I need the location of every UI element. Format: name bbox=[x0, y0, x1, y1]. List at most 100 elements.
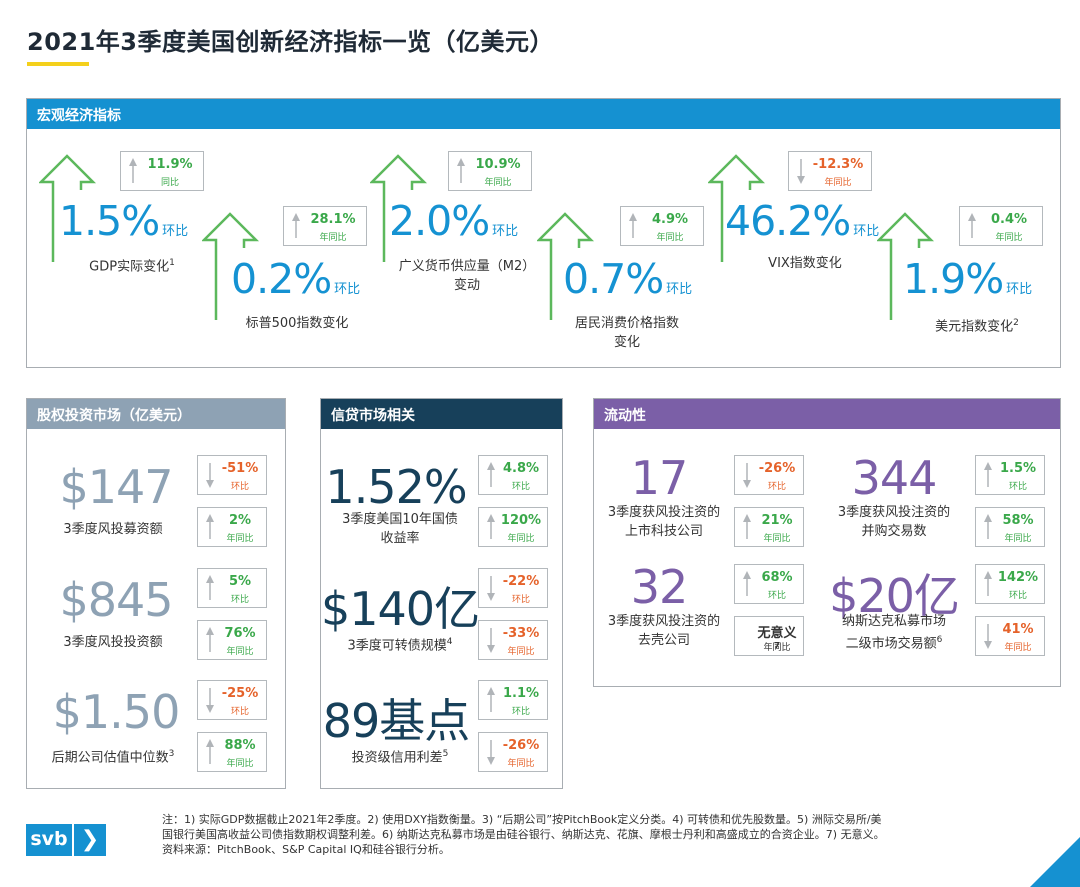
metric-label: 3季度风投募资额 bbox=[63, 522, 163, 537]
change-value: 58% bbox=[1002, 513, 1034, 528]
metric-label: 3季度获风投注资的 并购交易数 bbox=[837, 505, 951, 539]
change-label: 年同比 bbox=[763, 643, 791, 653]
footnote-marker: 7 bbox=[774, 641, 780, 650]
change-label: 环比 bbox=[511, 482, 530, 492]
equity-panel: 股权投资市场（亿美元） $147 3季度风投募资额 -51% 环比 2% 年同比 $845 3… bbox=[26, 398, 286, 789]
change-label: 年同比 bbox=[507, 534, 535, 544]
liquidity-header: 流动性 bbox=[594, 399, 1060, 429]
arrow-up-icon bbox=[984, 462, 992, 487]
change-box: 120% 年同比 bbox=[478, 507, 548, 547]
metric-label: GDP实际变化1 bbox=[89, 258, 175, 275]
change-value: -26% bbox=[502, 738, 540, 753]
metric-value: 344 bbox=[851, 451, 938, 505]
metric-label: 3季度美国10年国债 收益率 bbox=[342, 512, 458, 546]
metric-unit: 环比 bbox=[853, 224, 880, 239]
change-label: 年同比 bbox=[1004, 534, 1032, 544]
change-label: 年同比 bbox=[226, 647, 254, 657]
metric-label: 居民消费价格指数 变化 bbox=[574, 316, 679, 350]
arrow-down-icon bbox=[206, 463, 214, 488]
arrow-up-icon bbox=[743, 571, 751, 596]
change-box: 68% 环比 bbox=[734, 564, 804, 604]
change-label: 环比 bbox=[1008, 482, 1027, 492]
change-value: 120% bbox=[500, 513, 542, 528]
growth-arrow-icon bbox=[708, 154, 766, 262]
arrow-down-icon bbox=[206, 688, 214, 713]
metric-value: 89基点 bbox=[322, 694, 471, 748]
change-value: 41% bbox=[1002, 622, 1034, 637]
arrow-down-icon bbox=[984, 624, 992, 649]
change-box: 0.4% 年同比 bbox=[959, 206, 1043, 246]
change-box: 无意义7 年同比 bbox=[734, 616, 804, 656]
change-box: 1.1% 环比 bbox=[478, 680, 548, 720]
change-value: -26% bbox=[758, 461, 796, 476]
metric-label: 后期公司估值中位数3 bbox=[51, 749, 175, 766]
change-box: 76% 年同比 bbox=[197, 620, 267, 660]
change-box: 142% 环比 bbox=[975, 564, 1045, 604]
change-box: -26% 年同比 bbox=[478, 732, 548, 772]
change-label: 同比 bbox=[160, 178, 179, 188]
change-value: -51% bbox=[221, 461, 259, 476]
metric-number: 1.9% bbox=[903, 255, 1004, 303]
change-value: -33% bbox=[502, 626, 540, 641]
change-value: 21% bbox=[761, 513, 793, 528]
growth-arrow-icon bbox=[39, 154, 97, 262]
footnote-marker: 2 bbox=[1013, 318, 1019, 328]
arrow-up-icon bbox=[984, 514, 992, 539]
change-value: 5% bbox=[228, 574, 252, 589]
footnote-line: 注：1) 实际GDP数据截止2021年2季度。2) 使用DXY指数衡量。3) “… bbox=[162, 813, 882, 826]
metric-value: $147 bbox=[59, 460, 173, 514]
metric-value: $20亿 bbox=[829, 569, 960, 623]
metric-value: $1.50 bbox=[52, 685, 181, 739]
change-label: 年同比 bbox=[226, 759, 254, 769]
change-value: 4.9% bbox=[651, 212, 689, 227]
footnote-marker: 6 bbox=[936, 635, 943, 645]
change-box: 41% 年同比 bbox=[975, 616, 1045, 656]
footnote-line: 资料来源：PitchBook、S&P Capital IQ和硅谷银行分析。 bbox=[162, 843, 450, 856]
metric-value: 1.5% 环比 bbox=[59, 197, 188, 245]
metric-label: 美元指数变化2 bbox=[935, 318, 1019, 335]
change-box: 5% 环比 bbox=[197, 568, 267, 608]
change-box: 4.8% 环比 bbox=[478, 455, 548, 495]
change-box: -33% 年同比 bbox=[478, 620, 548, 660]
metric-value: 2.0% 环比 bbox=[389, 197, 518, 245]
change-label: 环比 bbox=[230, 482, 249, 492]
title-underline bbox=[27, 62, 89, 66]
arrow-down-icon bbox=[743, 463, 751, 488]
metric-unit: 环比 bbox=[1006, 282, 1033, 297]
arrow-down-icon bbox=[487, 576, 495, 601]
change-box: -25% 环比 bbox=[197, 680, 267, 720]
change-label: 环比 bbox=[767, 591, 786, 601]
growth-arrow-icon bbox=[202, 212, 260, 320]
arrow-up-icon bbox=[742, 622, 752, 650]
change-box: 1.5% 环比 bbox=[975, 455, 1045, 495]
change-label: 年同比 bbox=[226, 534, 254, 544]
metric-number: 2.0% bbox=[389, 197, 490, 245]
footnote-line: 国银行美国高收益公司债指数期权调整利差。6) 纳斯达克私募市场是由硅谷银行、纳斯… bbox=[162, 828, 885, 841]
growth-arrow-icon bbox=[877, 212, 935, 320]
change-label: 年同比 bbox=[507, 647, 535, 657]
metric-value: 1.52% bbox=[325, 460, 467, 514]
growth-arrow-icon bbox=[370, 154, 428, 262]
change-value: 28.1% bbox=[310, 212, 356, 227]
change-label: 环比 bbox=[230, 707, 249, 717]
arrow-up-icon bbox=[629, 213, 637, 238]
change-value: 10.9% bbox=[475, 157, 521, 172]
change-label: 环比 bbox=[767, 482, 786, 492]
change-label: 环比 bbox=[1008, 591, 1027, 601]
arrow-up-icon bbox=[129, 158, 137, 183]
footnote-marker: 1 bbox=[169, 258, 175, 268]
arrow-up-icon bbox=[487, 514, 495, 539]
change-value: 68% bbox=[761, 570, 793, 585]
logo-text: svb bbox=[26, 824, 72, 856]
svb-logo[interactable]: svb ❯ bbox=[26, 824, 106, 856]
change-box: -22% 环比 bbox=[478, 568, 548, 608]
change-label: 年同比 bbox=[995, 233, 1023, 243]
change-label: 年同比 bbox=[763, 534, 791, 544]
arrow-up-icon bbox=[206, 514, 214, 539]
metric-value: 17 bbox=[630, 451, 689, 505]
change-box: 88% 年同比 bbox=[197, 732, 267, 772]
arrow-up-icon bbox=[487, 687, 495, 712]
arrow-up-icon bbox=[206, 627, 214, 652]
change-value: -25% bbox=[221, 686, 259, 701]
metric-number: 0.2% bbox=[231, 255, 332, 303]
